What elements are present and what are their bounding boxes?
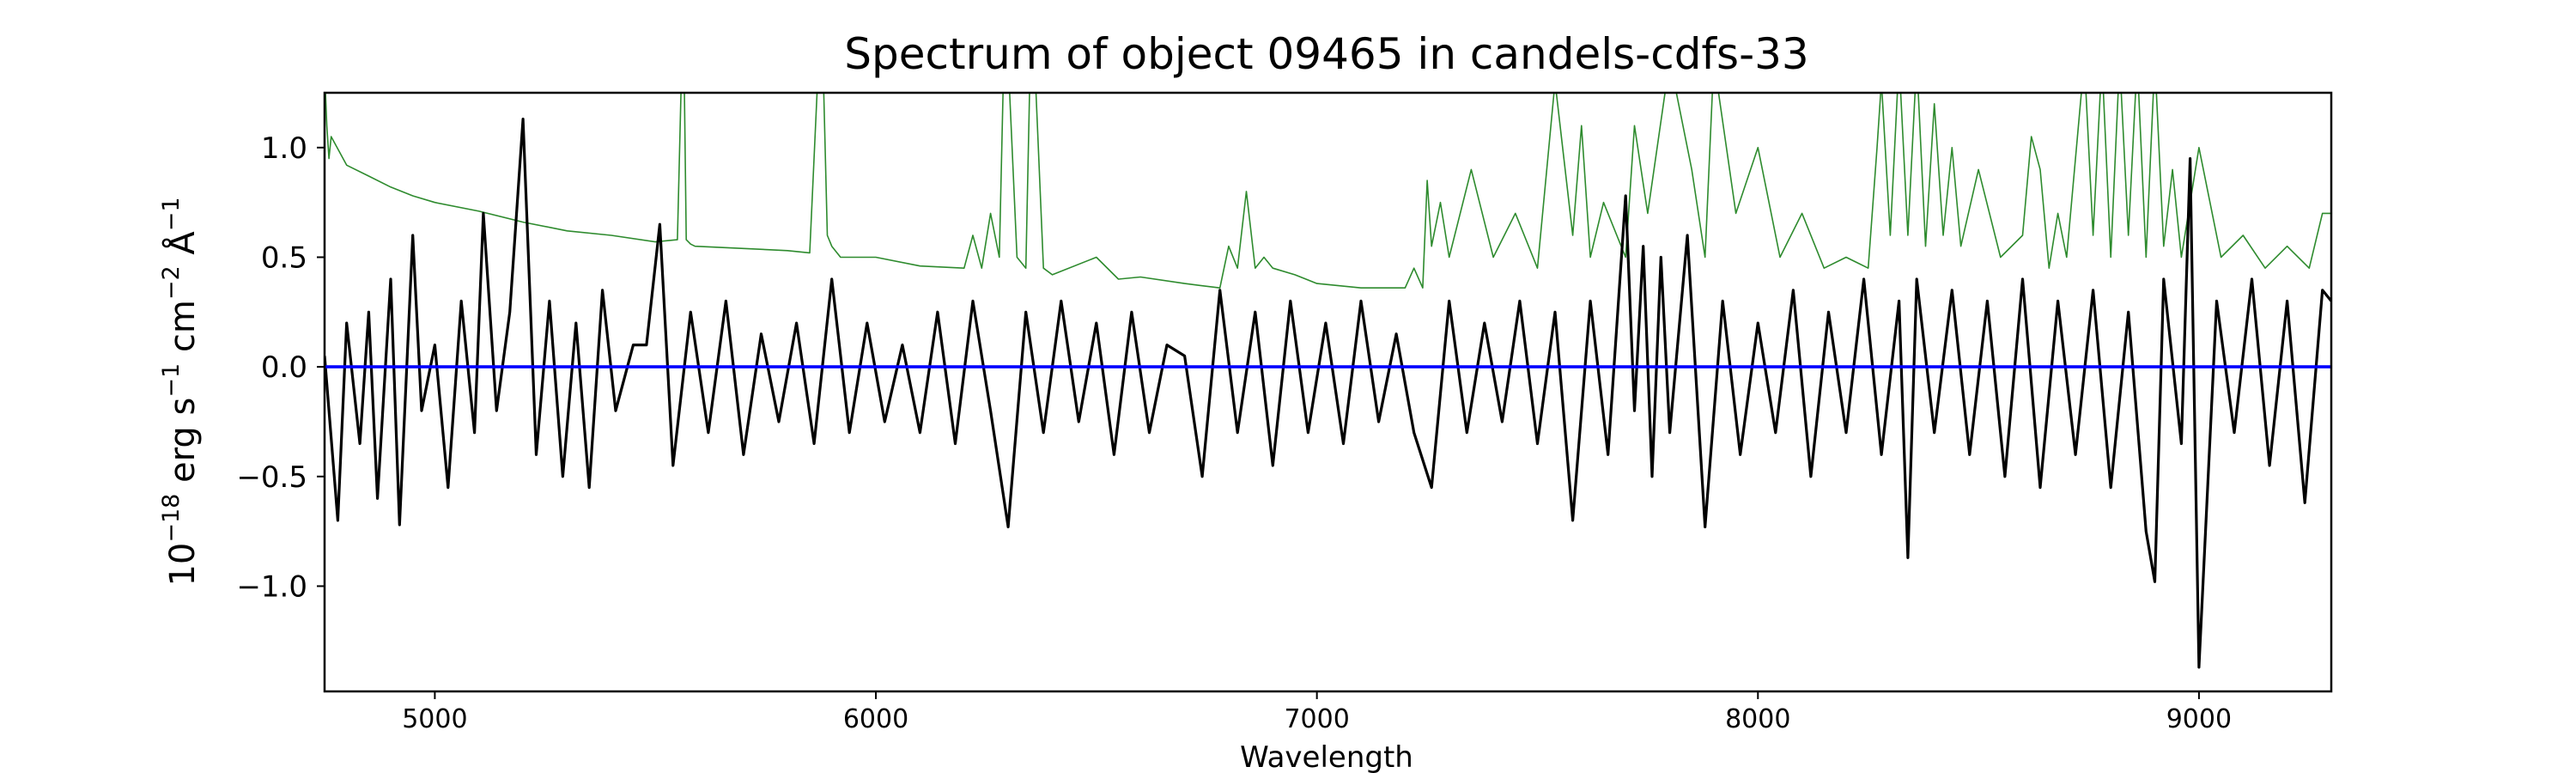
y-axis-label: 10−18 erg s−1 cm−2 Å−1 xyxy=(158,197,203,586)
y-axis-label-part: −1 xyxy=(158,197,185,231)
x-tick-label: 9000 xyxy=(2166,704,2232,734)
y-axis-label-part: 10 xyxy=(163,543,203,587)
y-tick-label: −1.0 xyxy=(236,569,307,604)
x-tick-label: 5000 xyxy=(402,704,467,734)
chart-title: Spectrum of object 09465 in candels-cdfs… xyxy=(844,29,1809,79)
y-tick-label: 1.0 xyxy=(261,131,307,166)
y-axis-label-part: Å xyxy=(161,231,203,266)
y-tick-label: −0.5 xyxy=(236,460,307,495)
plot-frame xyxy=(323,91,2333,693)
y-axis-label-part: cm xyxy=(163,300,203,363)
series-layer xyxy=(325,93,2331,669)
y-tick-label: 0.5 xyxy=(261,240,307,275)
y-tick-label: 0.0 xyxy=(261,350,307,385)
y-axis-label-part: −1 xyxy=(158,363,185,398)
x-tick-label: 7000 xyxy=(1284,704,1349,734)
x-axis-label: Wavelength xyxy=(1240,740,1413,773)
y-axis-label-part: −2 xyxy=(158,265,185,300)
x-axis: 5000 6000 7000 8000 9000 xyxy=(402,691,2232,734)
x-tick-label: 8000 xyxy=(1725,704,1790,734)
error-series-line xyxy=(325,93,2331,289)
y-axis-label-part: −18 xyxy=(158,494,185,543)
x-tick-label: 6000 xyxy=(843,704,908,734)
y-axis-label-part: erg s xyxy=(163,398,203,494)
flux-series-line xyxy=(325,118,2331,669)
y-axis: −1.0 −0.5 0.0 0.5 1.0 xyxy=(236,131,325,604)
